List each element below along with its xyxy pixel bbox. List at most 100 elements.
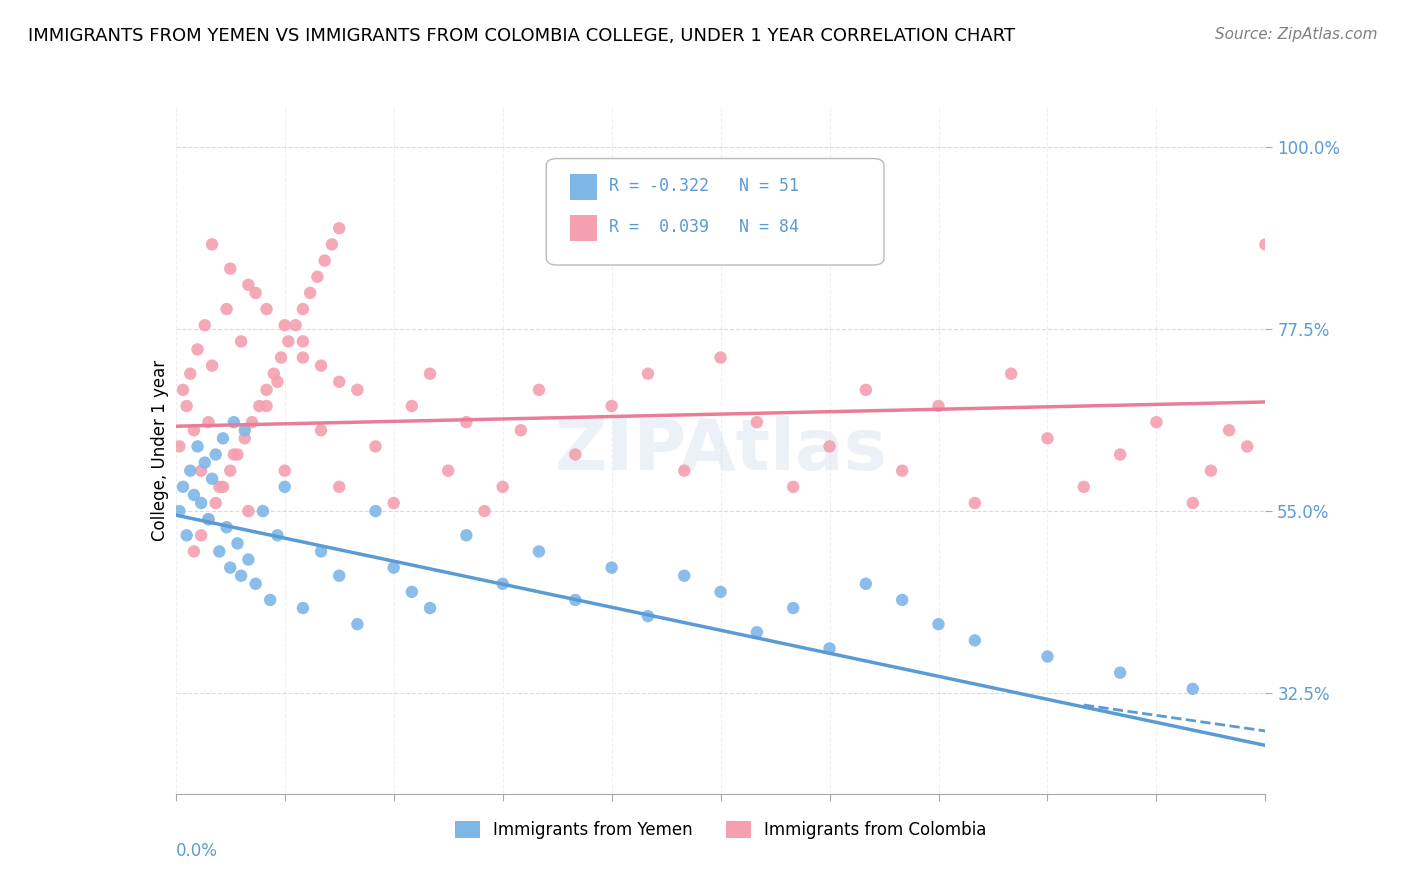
Point xyxy=(233,431,256,445)
Text: 0.0%: 0.0% xyxy=(176,842,218,860)
Point xyxy=(309,423,332,437)
FancyBboxPatch shape xyxy=(571,215,598,241)
Point xyxy=(266,375,288,389)
Point xyxy=(401,585,423,599)
Point xyxy=(231,334,253,349)
Point xyxy=(782,480,804,494)
Point xyxy=(256,399,278,413)
Point xyxy=(328,221,350,235)
Text: ZIPAtlas: ZIPAtlas xyxy=(554,416,887,485)
Point xyxy=(1109,665,1132,680)
Point xyxy=(401,399,423,413)
Point xyxy=(1236,439,1258,453)
Point xyxy=(245,285,267,300)
Text: Source: ZipAtlas.com: Source: ZipAtlas.com xyxy=(1215,27,1378,42)
Point xyxy=(190,528,212,542)
Point xyxy=(190,496,212,510)
Point xyxy=(274,464,297,478)
Point xyxy=(169,439,191,453)
Point xyxy=(600,399,623,413)
Point xyxy=(219,464,242,478)
Point xyxy=(474,504,496,518)
Legend: Immigrants from Yemen, Immigrants from Colombia: Immigrants from Yemen, Immigrants from C… xyxy=(446,813,995,847)
Point xyxy=(172,480,194,494)
Point xyxy=(247,399,270,413)
Point xyxy=(172,383,194,397)
Point xyxy=(197,512,219,526)
Point xyxy=(891,593,914,607)
Point xyxy=(274,318,297,333)
Point xyxy=(564,448,586,462)
Point xyxy=(222,415,245,429)
Point xyxy=(437,464,460,478)
Point xyxy=(179,464,201,478)
Point xyxy=(710,585,733,599)
Point xyxy=(277,334,299,349)
Point xyxy=(183,423,205,437)
Point xyxy=(274,480,297,494)
Point xyxy=(197,512,219,526)
Point xyxy=(364,504,387,518)
Point xyxy=(1146,415,1168,429)
Point xyxy=(745,625,768,640)
Y-axis label: College, Under 1 year: College, Under 1 year xyxy=(150,359,169,541)
Point xyxy=(509,423,531,437)
Point xyxy=(928,617,950,632)
Point xyxy=(928,399,950,413)
Point xyxy=(266,528,288,542)
Point xyxy=(346,617,368,632)
Text: R = -0.322   N = 51: R = -0.322 N = 51 xyxy=(609,177,800,195)
Point xyxy=(600,560,623,574)
Point xyxy=(201,472,224,486)
Point xyxy=(963,633,986,648)
Point xyxy=(190,464,212,478)
Point xyxy=(226,448,249,462)
Point xyxy=(564,593,586,607)
Point xyxy=(419,367,441,381)
Point xyxy=(710,351,733,365)
Point xyxy=(183,544,205,558)
Point xyxy=(309,544,332,558)
Point xyxy=(284,318,307,333)
Point xyxy=(1036,431,1059,445)
Point xyxy=(855,383,877,397)
Point xyxy=(299,285,322,300)
Point xyxy=(637,367,659,381)
Point xyxy=(231,568,253,582)
FancyBboxPatch shape xyxy=(546,159,884,265)
Point xyxy=(314,253,336,268)
Point xyxy=(673,464,696,478)
Point xyxy=(745,415,768,429)
Point xyxy=(208,544,231,558)
Point xyxy=(256,301,278,316)
Point xyxy=(673,568,696,582)
Point xyxy=(208,480,231,494)
Point xyxy=(291,601,314,615)
Point xyxy=(328,568,350,582)
Point xyxy=(194,456,217,470)
Point xyxy=(1000,367,1022,381)
Point xyxy=(256,383,278,397)
Point xyxy=(291,334,314,349)
Point xyxy=(527,544,550,558)
Point xyxy=(238,277,260,292)
Point xyxy=(321,237,343,252)
Point xyxy=(270,351,292,365)
Point xyxy=(328,480,350,494)
Point xyxy=(527,383,550,397)
Point xyxy=(259,593,281,607)
Point xyxy=(233,423,256,437)
Point xyxy=(1181,496,1204,510)
Point xyxy=(492,576,515,591)
Point xyxy=(1254,237,1277,252)
Point xyxy=(1073,480,1095,494)
Point xyxy=(245,576,267,591)
Point xyxy=(309,359,332,373)
Point xyxy=(201,359,224,373)
Point xyxy=(382,496,405,510)
Point xyxy=(197,415,219,429)
Point xyxy=(818,439,841,453)
Point xyxy=(291,301,314,316)
Point xyxy=(222,448,245,462)
Point xyxy=(183,488,205,502)
